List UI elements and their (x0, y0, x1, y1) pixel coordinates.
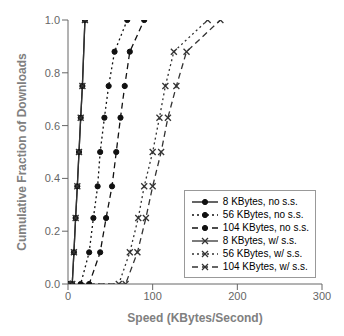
html-text:56 KBytes, no s.s.: 56 KBytes, no s.s. (222, 209, 304, 220)
svg-text:0.2: 0.2 (45, 225, 60, 237)
svg-text:1.0: 1.0 (45, 14, 60, 26)
svg-text:300: 300 (313, 290, 331, 302)
svg-text:0.6: 0.6 (45, 120, 60, 132)
html-text:8 KBytes, no s.s.: 8 KBytes, no s.s. (222, 196, 298, 207)
html-text:104 KBytes, no s.s.: 104 KBytes, no s.s. (222, 222, 309, 233)
svg-text:Speed (KBytes/Second): Speed (KBytes/Second) (127, 311, 262, 325)
svg-text:100: 100 (143, 290, 161, 302)
svg-text:0: 0 (65, 290, 71, 302)
svg-text:0.8: 0.8 (45, 67, 60, 79)
html-text:8 KBytes, w/ s.s.: 8 KBytes, w/ s.s. (222, 235, 297, 246)
html-text:56 KBytes, w/ s.s.: 56 KBytes, w/ s.s. (222, 248, 303, 259)
svg-text:200: 200 (228, 290, 246, 302)
html-text:104 KBytes, w/ s.s.: 104 KBytes, w/ s.s. (222, 261, 308, 272)
svg-text:0.0: 0.0 (45, 278, 60, 290)
svg-text:0.4: 0.4 (45, 172, 60, 184)
svg-text:Cumulative Fraction of Downloa: Cumulative Fraction of Downloads (15, 53, 29, 251)
